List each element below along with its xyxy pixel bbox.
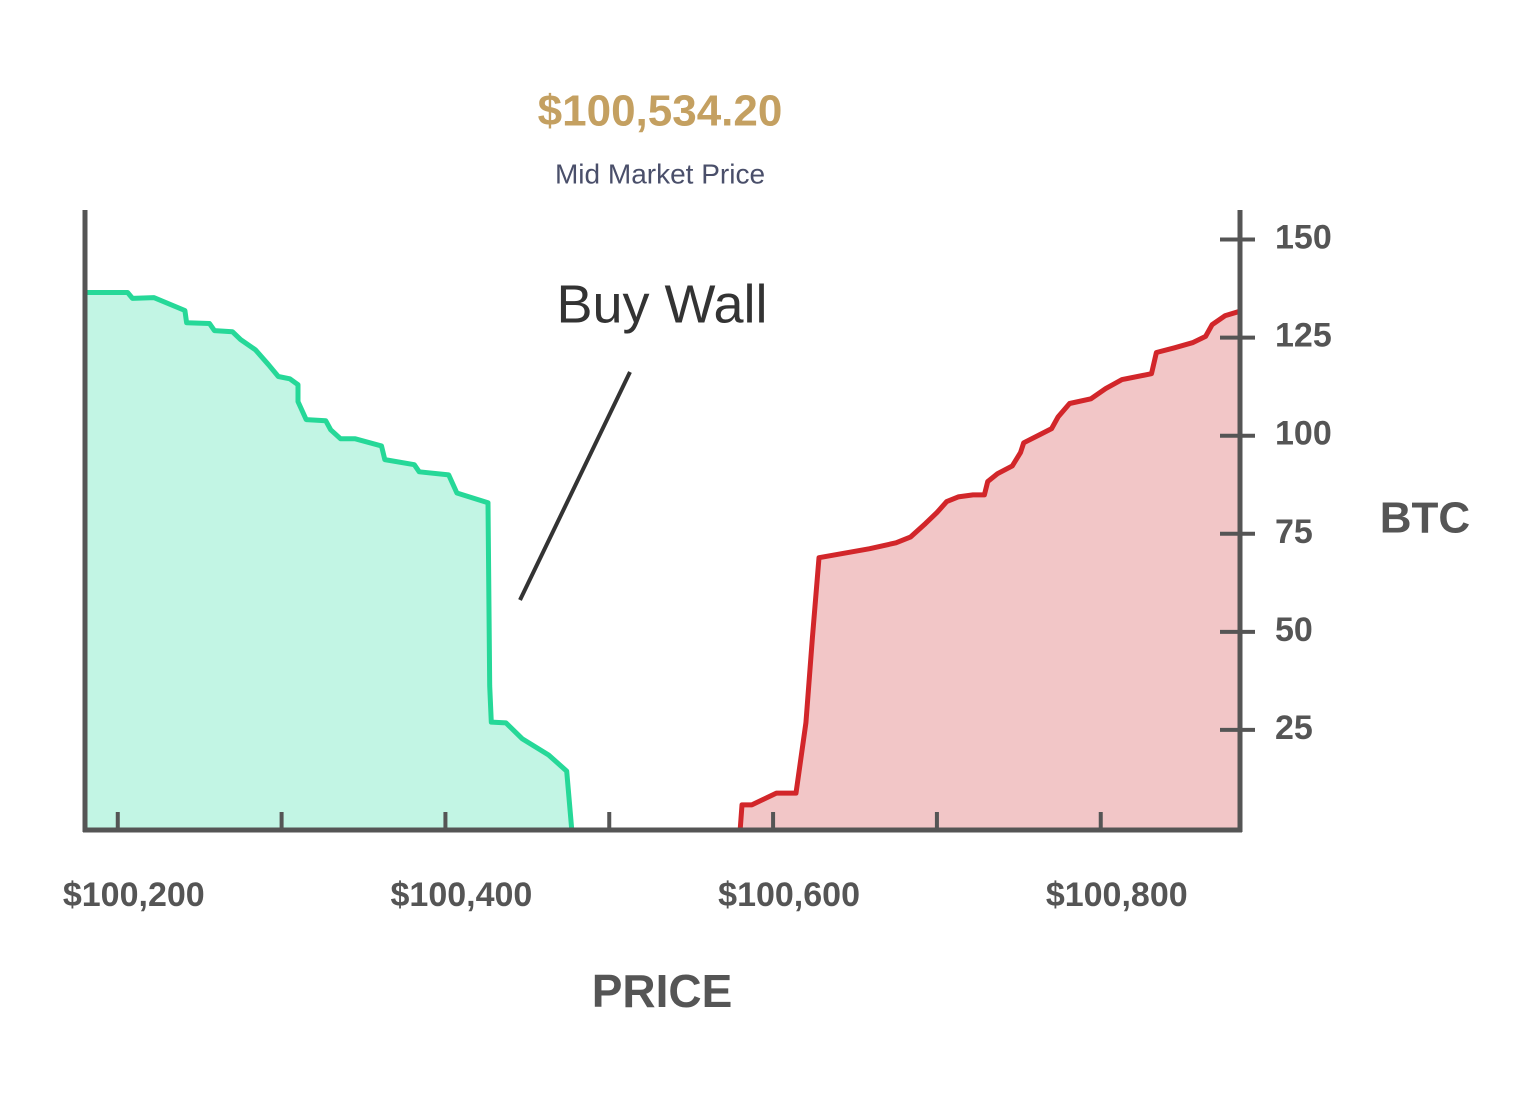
- x-tick-label: $100,200: [63, 876, 205, 914]
- x-tick-label: $100,400: [391, 876, 533, 914]
- depth-line: [737, 309, 1240, 829]
- depth-line: [86, 290, 575, 829]
- x-axis-title: PRICE: [592, 965, 733, 1017]
- y-axis-title: BTC: [1380, 494, 1470, 543]
- y-tick-label: 100: [1275, 415, 1332, 453]
- y-tick-label: 150: [1275, 219, 1332, 257]
- y-tick-label: 125: [1275, 317, 1332, 355]
- depth-area: [740, 311, 1240, 830]
- annotation: Buy Wall: [556, 274, 767, 334]
- mid-price: $100,534.20: [538, 87, 783, 136]
- y-tick-label: 25: [1275, 709, 1313, 747]
- areas: [86, 292, 1240, 830]
- depth-area: [86, 292, 572, 830]
- x-tick-label: $100,800: [1046, 876, 1188, 914]
- y-tick-label: 50: [1275, 611, 1313, 649]
- subtitle: Mid Market Price: [555, 158, 765, 189]
- x-tick-label: $100,600: [718, 876, 860, 914]
- y-tick-label: 75: [1275, 513, 1313, 551]
- annotation-pointer: [518, 371, 632, 601]
